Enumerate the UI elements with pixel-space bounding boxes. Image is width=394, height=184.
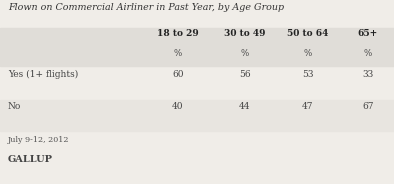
Text: July 9-12, 2012: July 9-12, 2012 bbox=[8, 136, 69, 144]
Text: 60: 60 bbox=[172, 70, 184, 79]
Bar bbox=[0, 28, 394, 48]
Text: Yes (1+ flights): Yes (1+ flights) bbox=[8, 70, 78, 79]
Text: Flown on Commercial Airliner in Past Year, by Age Group: Flown on Commercial Airliner in Past Yea… bbox=[8, 3, 284, 12]
Text: 18 to 29: 18 to 29 bbox=[157, 29, 199, 38]
Bar bbox=[0, 48, 394, 66]
Text: No: No bbox=[8, 102, 21, 111]
Bar bbox=[0, 68, 394, 99]
Bar bbox=[0, 100, 394, 131]
Text: 50 to 64: 50 to 64 bbox=[287, 29, 329, 38]
Text: 53: 53 bbox=[302, 70, 314, 79]
Text: 33: 33 bbox=[362, 70, 374, 79]
Text: 56: 56 bbox=[239, 70, 251, 79]
Text: 67: 67 bbox=[362, 102, 374, 111]
Text: %: % bbox=[364, 49, 372, 58]
Text: 47: 47 bbox=[302, 102, 314, 111]
Text: %: % bbox=[241, 49, 249, 58]
Text: 40: 40 bbox=[172, 102, 184, 111]
Text: %: % bbox=[304, 49, 312, 58]
Text: 44: 44 bbox=[239, 102, 251, 111]
Text: %: % bbox=[174, 49, 182, 58]
Text: 65+: 65+ bbox=[358, 29, 378, 38]
Text: GALLUP: GALLUP bbox=[8, 155, 53, 164]
Text: 30 to 49: 30 to 49 bbox=[224, 29, 266, 38]
